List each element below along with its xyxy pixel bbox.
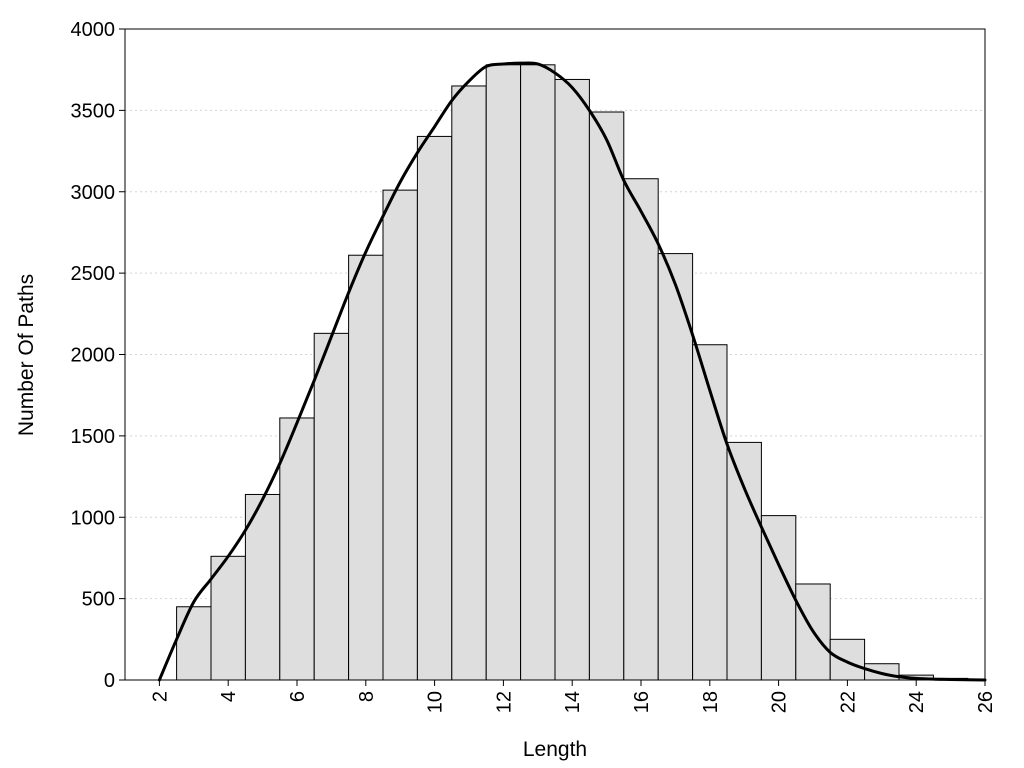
x-tick-label: 8 [356, 691, 378, 702]
x-tick-label: 6 [287, 691, 309, 702]
x-tick-label: 14 [562, 691, 584, 713]
x-axis-title: Length [523, 738, 587, 761]
histogram-bar [348, 254, 384, 681]
histogram-bars [176, 64, 986, 681]
x-tick-label: 2 [149, 691, 171, 702]
x-tick-label: 18 [700, 691, 722, 713]
x-tick-label: 24 [906, 691, 928, 713]
histogram-bar [451, 85, 487, 681]
histogram-bar [416, 135, 453, 681]
x-tick-label: 4 [218, 691, 240, 702]
density-curve-line [157, 61, 987, 682]
histogram-bar [520, 64, 556, 681]
histogram-bar [176, 606, 212, 681]
y-axis-title: Number Of Paths [15, 274, 38, 436]
y-tick-label: 1000 [71, 507, 116, 529]
histogram-bar [588, 111, 625, 681]
histogram-bar [726, 441, 762, 681]
x-axis-ticks: 2 4 6 8 10 12 14 16 18 20 22 24 26 [149, 680, 997, 713]
x-tick-label: 22 [837, 691, 859, 713]
histogram-bar [244, 493, 281, 681]
y-tick-label: 500 [82, 589, 115, 611]
y-tick-label: 3500 [71, 100, 116, 122]
x-tick-label: 26 [975, 691, 997, 713]
histogram-bar [313, 332, 350, 681]
histogram-bar [210, 555, 246, 681]
histogram-bar [864, 663, 900, 681]
histogram-bar [554, 78, 590, 681]
y-tick-label: 0 [104, 670, 115, 692]
density-curve [157, 61, 987, 682]
y-tick-label: 1500 [71, 426, 116, 448]
x-tick-label: 20 [769, 691, 791, 713]
y-tick-label: 3000 [71, 182, 116, 204]
histogram-bar [829, 638, 866, 681]
y-tick-label: 2000 [71, 345, 116, 367]
y-axis-ticks: 0 500 1000 1500 2000 2500 3000 3500 4000 [71, 19, 125, 692]
x-tick-label: 16 [631, 691, 653, 713]
histogram-bar [279, 417, 315, 681]
histogram-bar [623, 178, 659, 681]
y-tick-label: 2500 [71, 263, 116, 285]
x-tick-label: 12 [493, 691, 515, 713]
y-tick-label: 4000 [71, 19, 116, 41]
histogram-bar [382, 189, 418, 681]
x-tick-label: 10 [425, 691, 447, 713]
histogram-bar [485, 64, 522, 681]
